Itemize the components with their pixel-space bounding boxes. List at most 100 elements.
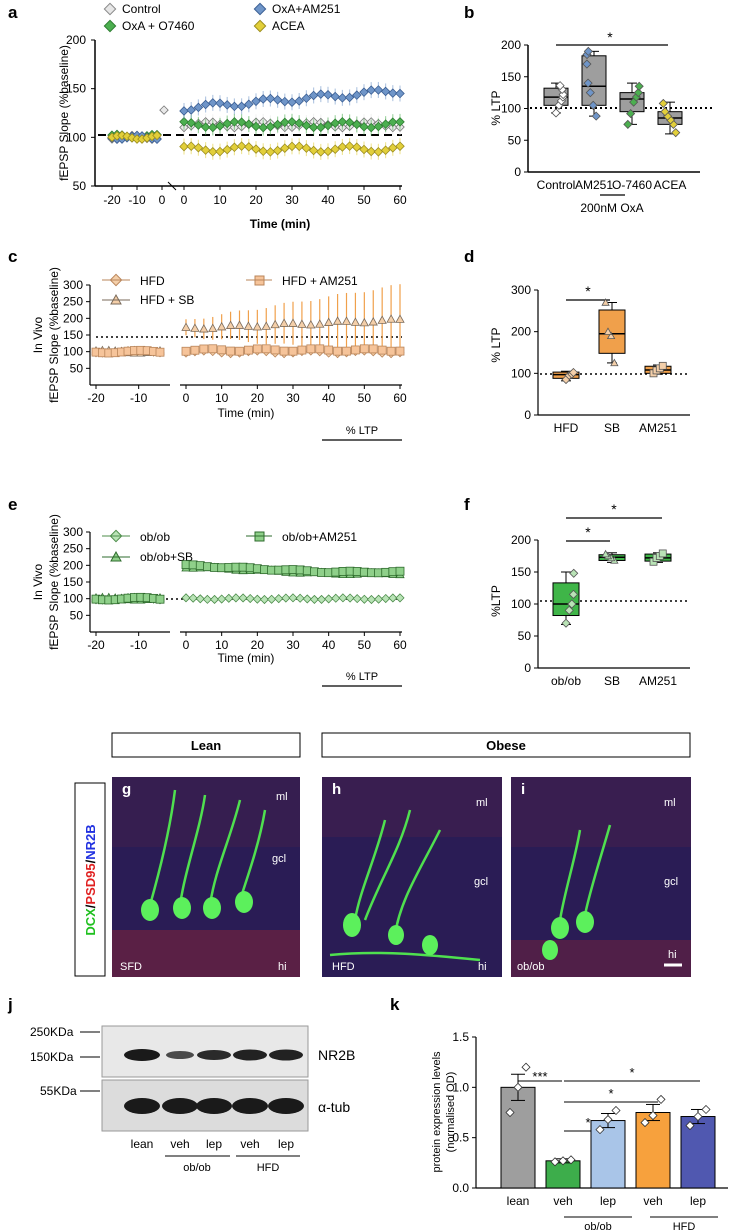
point-HFD + SB <box>315 319 325 328</box>
point-lep <box>595 1125 605 1135</box>
point-AM251 <box>583 78 593 88</box>
point-OxA+AM251 <box>301 93 312 104</box>
point-ACEA <box>251 144 261 154</box>
point-ob/ob <box>302 594 312 604</box>
point-lean <box>521 1062 531 1072</box>
y-tick-label: 0.0 <box>452 1181 469 1195</box>
point-ob/ob <box>209 594 220 605</box>
y-tick-label: 200 <box>501 38 521 52</box>
x-tick-label: 50 <box>357 193 371 207</box>
point-OxA + O7460 <box>359 121 369 132</box>
point-AM251 <box>585 88 595 98</box>
legend-obob: ob/ob <box>140 530 170 544</box>
y-tick-label: 50 <box>70 361 84 375</box>
point-ACEA <box>186 141 196 151</box>
legend-obob-sb: ob/ob+SB <box>140 550 193 564</box>
y-tick-label: 150 <box>63 575 83 589</box>
point-ACEA <box>244 142 254 152</box>
lane-lean: lean <box>131 1137 154 1151</box>
point-HFD + AM251 <box>306 344 316 354</box>
y-tick-label: 0 <box>524 661 531 675</box>
point-ACEA <box>366 146 376 157</box>
panel-a-xlabel: Time (min) <box>250 217 310 231</box>
x-label-veh: veh <box>643 1194 662 1208</box>
point-ob/ob <box>288 593 298 603</box>
point-AM251 <box>583 46 593 56</box>
panel-c-chart: In Vivo fEPSP Slope (%baseline) Time (mi… <box>31 267 407 441</box>
panel-k-ylabel1: protein expression levels <box>431 1051 443 1173</box>
point-OxA + O7460 <box>301 120 312 131</box>
axis-break <box>167 181 177 191</box>
y-tick-label: 100 <box>511 366 531 380</box>
point-OxA+AM251 <box>229 101 240 112</box>
point-OxA + O7460 <box>337 117 348 127</box>
image-h-letter: h <box>332 781 341 798</box>
point-OxA+AM251 <box>359 87 369 97</box>
panel-e-legend: ob/ob ob/ob+SB ob/ob+AM251 <box>102 529 357 564</box>
legend-hfd-am251: HFD + AM251 <box>282 274 358 288</box>
point-OxA+AM251 <box>344 92 355 103</box>
point-Control <box>555 81 565 91</box>
point-OxA + O7460 <box>258 122 268 133</box>
point-ob/ob <box>245 593 255 604</box>
x-tick-label: 60 <box>393 193 407 207</box>
point-HFD + AM251 <box>261 344 271 354</box>
point-ACEA <box>671 128 681 138</box>
panel-a-legend: Control OxA + O7460 OxA+AM251 ACEA <box>103 2 341 33</box>
x-label-lean: lean <box>507 1194 530 1208</box>
point-ACEA <box>229 142 240 153</box>
x-tick-label: -20 <box>87 391 105 405</box>
point-ACEA <box>380 145 391 155</box>
point-ob/ob <box>352 594 362 604</box>
point-ob/ob <box>231 593 241 603</box>
point-HFD + AM251 <box>208 344 218 354</box>
point-HFD + SB <box>279 318 289 327</box>
x-tick-label: 20 <box>249 193 263 207</box>
x-tick-label: -20 <box>103 193 121 207</box>
point-OxA + O7460 <box>294 118 304 128</box>
panel-e-points <box>91 560 405 605</box>
point-OxA + O7460 <box>395 117 405 127</box>
lane-hfd-lep: lep <box>278 1137 294 1151</box>
point-OxA + O7460 <box>373 121 384 132</box>
point-HFD + AM251 <box>155 347 165 357</box>
point-ACEA <box>215 146 225 157</box>
x-tick-label: 10 <box>215 638 229 652</box>
x-tick-label: 30 <box>285 193 299 207</box>
point-HFD + SB <box>359 317 370 327</box>
panel-letter-a: a <box>8 3 18 22</box>
point-OxA + O7460 <box>215 121 225 131</box>
point-OxA+AM251 <box>208 98 218 108</box>
x-tick-label: 0 <box>181 193 188 207</box>
panel-a-chart: fEPSP Slope (%baseline) Time (min) Contr… <box>57 2 407 231</box>
point-ACEA <box>359 144 369 155</box>
panel-b-chart: % LTP * 200nM OxA 0 50 100 150 200 Control AM2… <box>489 29 712 215</box>
point-HFD + AM251 <box>377 345 387 355</box>
point-OxA + O7460 <box>308 122 319 133</box>
y-tick-label: 100 <box>511 597 531 611</box>
point-ACEA <box>373 147 384 157</box>
point-ob/ob <box>181 593 191 603</box>
panel-e-window-label: % LTP <box>346 671 378 683</box>
panel-a-points <box>107 81 405 160</box>
point-HFD + SB <box>243 321 254 330</box>
image-i-tag: ob/ob <box>517 961 545 973</box>
x-label-HFD: HFD <box>554 421 579 435</box>
panel-c-ticks: 50 100 150 200 250 300 -20 -10 0 10 20 30 40 50 60 <box>63 278 407 405</box>
legend-acea: ACEA <box>272 19 305 33</box>
y-tick-label: 150 <box>511 565 531 579</box>
x-tick-label: -10 <box>130 638 148 652</box>
x-label-AM251: AM251 <box>639 674 677 688</box>
image-i-letter: i <box>521 781 525 798</box>
point-ob/ob <box>388 593 398 603</box>
point-O-7460 <box>623 119 633 129</box>
y-tick-label: 50 <box>73 179 87 193</box>
x-tick-label: 20 <box>251 638 265 652</box>
point-OxA+AM251 <box>323 90 333 100</box>
point-HFD + AM251 <box>270 345 280 355</box>
point-ob/ob <box>324 594 334 604</box>
point-ACEA <box>208 147 218 157</box>
point-HFD + AM251 <box>351 345 360 355</box>
point-OxA+AM251 <box>280 96 290 107</box>
point-lep <box>685 1121 695 1131</box>
